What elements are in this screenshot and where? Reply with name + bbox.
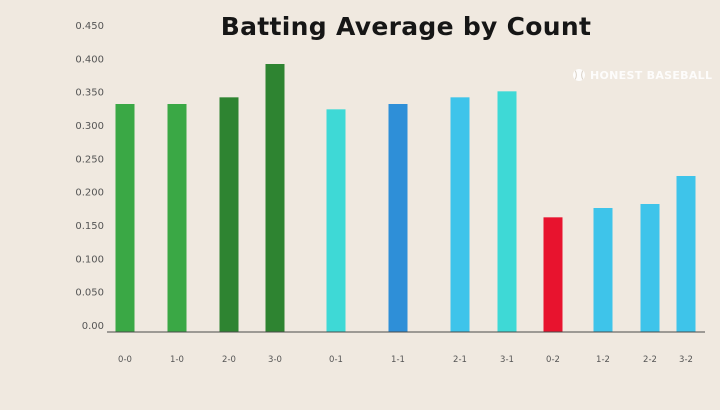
x-tick-label: 0-1: [329, 355, 343, 365]
bar-2-2: [640, 204, 660, 332]
y-tick-label: 0.300: [75, 121, 104, 132]
x-tick-label: 1-2: [596, 355, 610, 365]
x-tick-label: 1-0: [170, 355, 184, 365]
x-tick-label: 0-2: [546, 355, 560, 365]
bar-0-1: [326, 109, 346, 332]
bar-0-2: [543, 217, 563, 332]
bar-3-0: [265, 64, 285, 332]
x-tick-label: 1-1: [391, 355, 405, 365]
watermark-text: HONEST BASEBALL: [590, 68, 713, 82]
bar-3-1: [497, 91, 517, 332]
y-tick-label: 0.100: [75, 254, 104, 265]
x-tick-label: 2-2: [643, 355, 657, 365]
x-tick-label: 0-0: [118, 355, 132, 365]
y-tick-label: 0.450: [75, 21, 104, 32]
x-tick-label: 3-2: [679, 355, 693, 365]
y-tick-label: 0.150: [75, 221, 104, 232]
y-tick-label: 0.200: [75, 188, 104, 199]
bar-0-0: [115, 104, 135, 332]
y-tick-label: 0.350: [75, 88, 104, 99]
watermark-logo: HONEST BASEBALL: [572, 68, 712, 82]
bar-2-0: [219, 97, 239, 332]
bar-1-1: [388, 104, 408, 332]
bar-2-1: [450, 97, 470, 332]
y-tick-label: 0.00: [82, 321, 104, 332]
y-tick-label: 0.250: [75, 154, 104, 165]
x-tick-label: 3-0: [268, 355, 282, 365]
x-tick-label: 2-0: [222, 355, 236, 365]
chart-title: Batting Average by Count: [220, 12, 592, 41]
bar-1-0: [167, 104, 187, 332]
bar-1-2: [593, 208, 613, 332]
x-tick-label: 2-1: [453, 355, 467, 365]
y-tick-label: 0.400: [75, 54, 104, 65]
bar-3-2: [676, 176, 696, 332]
y-tick-label: 0.050: [75, 288, 104, 299]
x-tick-label: 3-1: [500, 355, 514, 365]
baseball-icon: [573, 69, 585, 81]
